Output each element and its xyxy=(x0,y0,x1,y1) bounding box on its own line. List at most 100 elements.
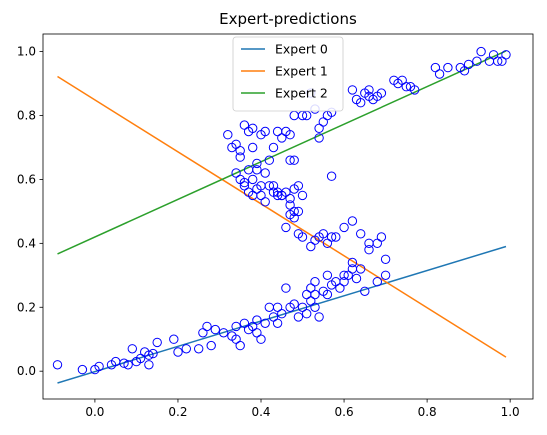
data-point xyxy=(343,270,353,280)
data-point xyxy=(356,98,366,108)
data-point xyxy=(339,270,349,280)
data-point xyxy=(364,245,374,255)
data-point xyxy=(364,85,374,95)
data-point xyxy=(285,200,295,210)
data-point xyxy=(144,350,154,360)
data-point xyxy=(356,229,366,239)
data-point xyxy=(256,334,266,344)
data-point xyxy=(272,302,283,312)
data-point xyxy=(410,85,420,95)
x-tick-label: 1.0 xyxy=(501,405,520,419)
data-point xyxy=(376,88,387,98)
chart-title: Expert-predictions xyxy=(219,10,357,28)
y-axis: 0.0 0.2 0.4 0.6 0.8 1.0 xyxy=(17,45,43,378)
y-tick-label: 0.8 xyxy=(17,109,36,123)
data-point xyxy=(380,254,391,264)
legend-label: Expert 0 xyxy=(275,42,328,57)
x-tick-label: 0.2 xyxy=(168,405,187,419)
data-point xyxy=(119,358,129,368)
data-point xyxy=(293,229,304,239)
data-point xyxy=(223,130,233,140)
data-point xyxy=(314,123,324,134)
series-line-expert-1 xyxy=(57,75,507,358)
data-point xyxy=(306,283,316,293)
data-point xyxy=(235,340,245,351)
y-tick-label: 0.0 xyxy=(17,364,36,378)
legend-label: Expert 1 xyxy=(275,64,328,79)
data-point xyxy=(218,328,229,338)
data-point xyxy=(293,181,304,191)
data-point xyxy=(248,174,258,185)
data-point xyxy=(310,277,320,287)
plot-frame xyxy=(42,33,534,400)
data-point xyxy=(231,321,241,332)
data-point xyxy=(314,312,324,322)
y-tick-label: 0.4 xyxy=(17,236,36,250)
data-point xyxy=(376,232,387,242)
data-point xyxy=(310,289,320,300)
data-point xyxy=(289,299,299,309)
data-point xyxy=(372,277,382,287)
data-point xyxy=(77,364,88,375)
data-point xyxy=(302,309,312,319)
data-point xyxy=(206,340,216,351)
data-point xyxy=(335,283,345,293)
data-point xyxy=(252,165,262,175)
data-point xyxy=(293,206,304,217)
data-point xyxy=(239,120,250,130)
data-point xyxy=(285,209,295,220)
data-point xyxy=(260,126,270,137)
legend: Expert 0 Expert 1 Expert 2 xyxy=(232,36,344,112)
x-tick-label: 0.6 xyxy=(335,405,354,419)
data-point xyxy=(210,324,221,335)
data-point xyxy=(322,238,333,249)
data-point xyxy=(52,360,63,370)
y-tick-label: 1.0 xyxy=(17,45,36,59)
data-point xyxy=(310,302,320,312)
data-point xyxy=(434,69,445,79)
data-point xyxy=(277,309,287,319)
data-point xyxy=(443,62,453,73)
data-point xyxy=(272,318,283,328)
data-point xyxy=(248,123,258,134)
data-point xyxy=(235,146,245,156)
x-tick-label: 0.8 xyxy=(418,405,437,419)
data-point xyxy=(181,344,192,354)
data-point xyxy=(472,56,482,66)
data-point xyxy=(260,197,270,207)
data-point xyxy=(351,273,362,284)
data-point xyxy=(272,190,283,201)
data-point xyxy=(380,270,391,280)
data-point xyxy=(268,181,279,191)
legend-label: Expert 2 xyxy=(275,86,328,101)
data-point xyxy=(297,302,308,312)
data-point xyxy=(152,337,162,348)
x-axis: 0.0 0.2 0.4 0.6 0.8 1.0 xyxy=(85,399,520,419)
data-point xyxy=(322,270,333,280)
data-point xyxy=(260,168,270,178)
data-point xyxy=(94,361,104,372)
data-point xyxy=(239,181,250,191)
data-point xyxy=(493,56,503,66)
data-point xyxy=(194,344,204,354)
y-tick-label: 0.6 xyxy=(17,172,36,186)
data-point xyxy=(248,190,258,201)
data-point xyxy=(173,347,183,357)
data-point xyxy=(239,177,250,188)
data-point xyxy=(285,155,295,165)
data-point xyxy=(430,62,441,73)
data-point xyxy=(268,142,279,153)
data-point xyxy=(501,50,511,60)
x-tick-label: 0.4 xyxy=(251,405,270,419)
data-point xyxy=(144,360,154,370)
data-point xyxy=(281,283,291,293)
data-point xyxy=(347,85,358,95)
data-point xyxy=(476,46,486,57)
data-point xyxy=(306,241,316,252)
data-point xyxy=(235,152,245,162)
data-point xyxy=(231,168,241,178)
data-point xyxy=(256,181,266,191)
data-point xyxy=(347,216,358,226)
data-point xyxy=(285,193,295,204)
